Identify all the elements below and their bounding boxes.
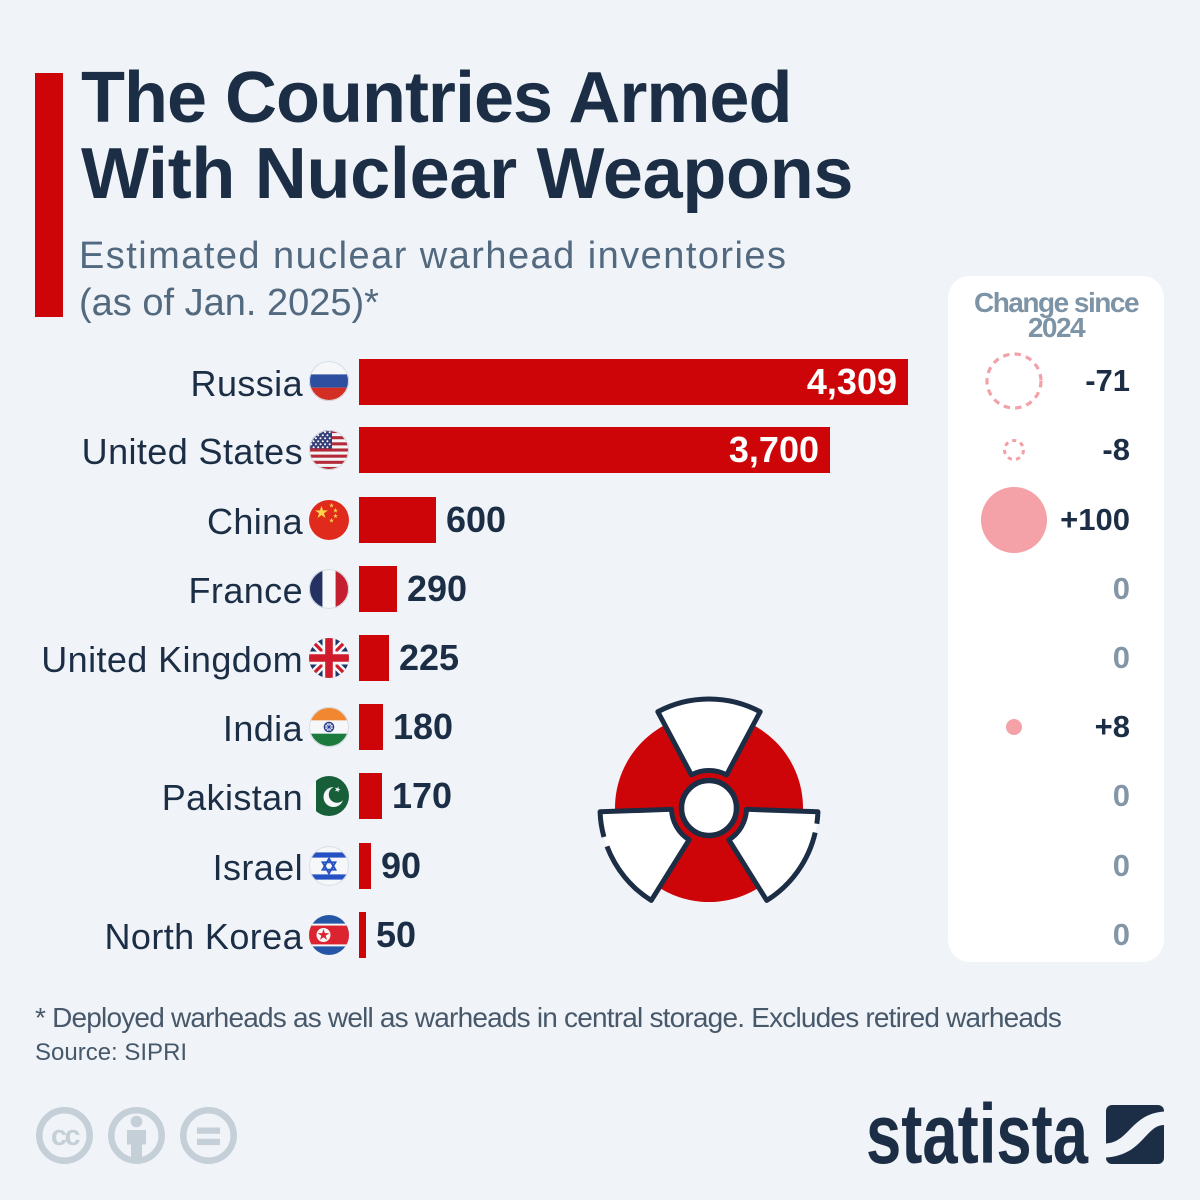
svg-text:cc: cc xyxy=(51,1120,81,1152)
svg-text:statista: statista xyxy=(866,1087,1089,1175)
